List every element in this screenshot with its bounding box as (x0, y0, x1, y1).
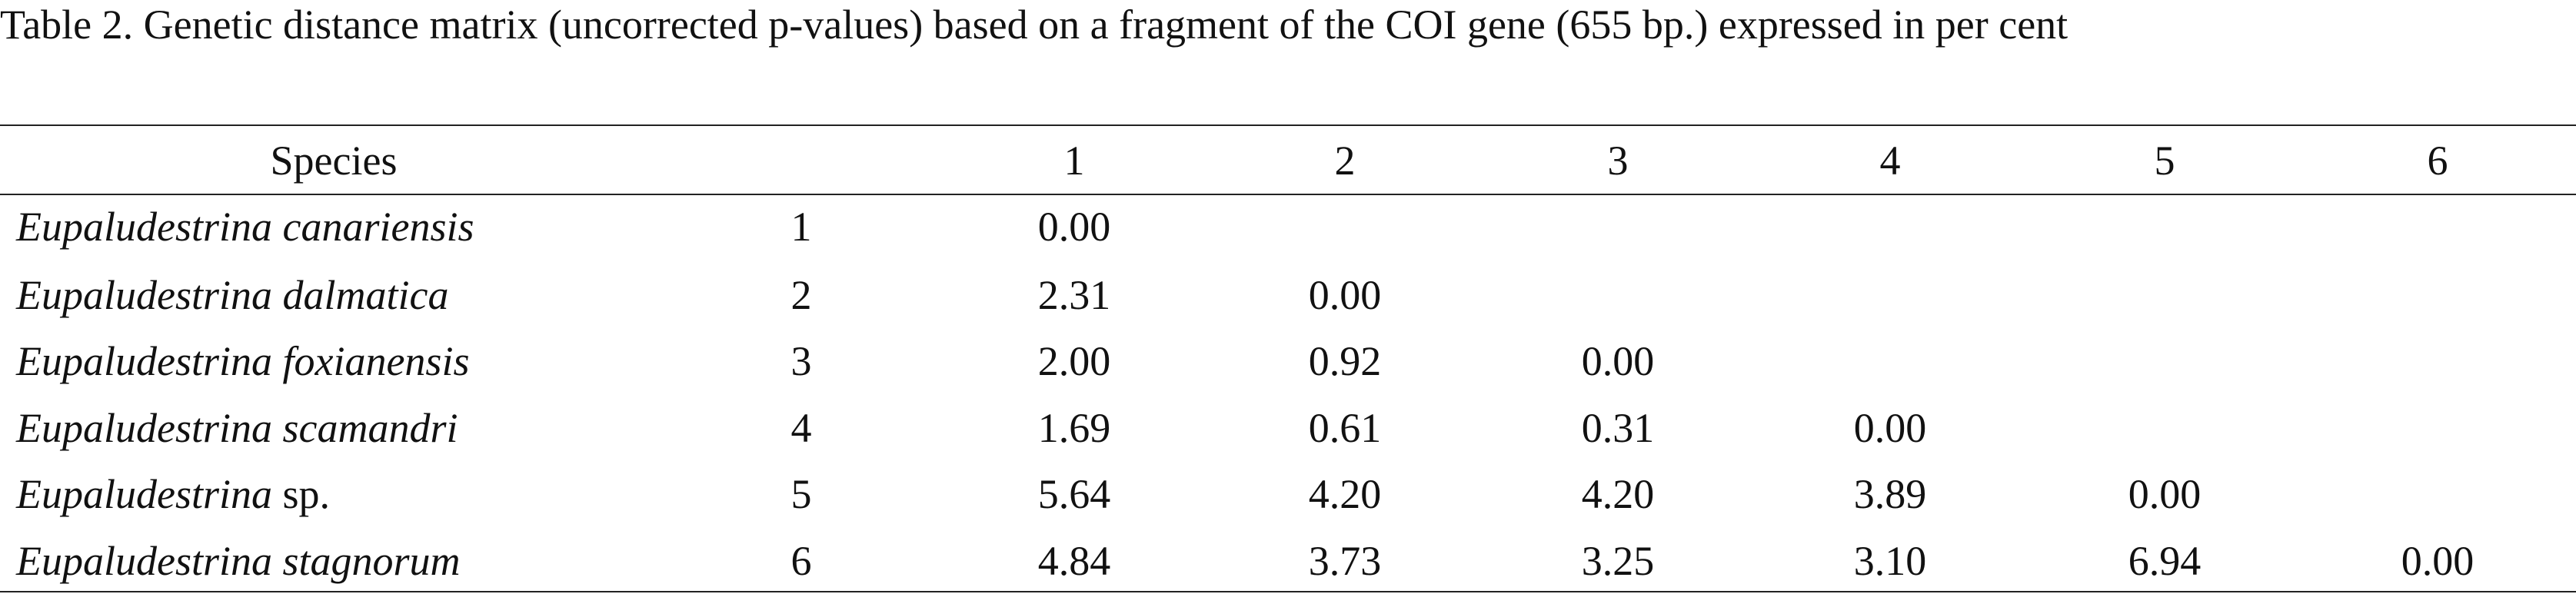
distance-value: 2.31 (1037, 272, 1111, 318)
bottom-rule (0, 591, 2576, 592)
header-number: 3 (1607, 138, 1629, 184)
distance-value: 4.84 (1037, 538, 1111, 584)
species-name: Eupaludestrina sp. (16, 470, 330, 519)
species-italic: Eupaludestrina canariensis (16, 204, 474, 250)
row-number: 4 (790, 405, 812, 451)
row-number: 3 (790, 338, 812, 384)
species-italic: Eupaludestrina (16, 471, 272, 517)
species-name: Eupaludestrina stagnorum (16, 536, 461, 586)
distance-value: 0.31 (1581, 405, 1655, 451)
distance-value: 0.61 (1308, 405, 1382, 451)
species-name: Eupaludestrina foxianensis (16, 337, 469, 386)
header-number: 6 (2427, 138, 2448, 184)
distance-value: 6.94 (2128, 538, 2202, 584)
species-roman: sp. (282, 471, 331, 517)
header-rule (0, 194, 2576, 195)
distance-value: 0.00 (1853, 405, 1927, 451)
header-number: 2 (1334, 138, 1356, 184)
species-name: Eupaludestrina canariensis (16, 202, 474, 251)
top-rule (0, 124, 2576, 126)
distance-value: 0.00 (2128, 471, 2202, 517)
species-name: Eupaludestrina dalmatica (16, 270, 448, 320)
distance-value: 3.25 (1581, 538, 1655, 584)
row-number: 1 (790, 204, 812, 250)
distance-value: 0.00 (1581, 338, 1655, 384)
header-species: Species (270, 138, 398, 184)
header-number: 5 (2154, 138, 2175, 184)
row-number: 5 (790, 471, 812, 517)
species-italic: Eupaludestrina scamandri (16, 405, 458, 451)
distance-value: 2.00 (1037, 338, 1111, 384)
species-italic: Eupaludestrina stagnorum (16, 538, 461, 584)
distance-value: 0.00 (1037, 204, 1111, 250)
row-number: 6 (790, 538, 812, 584)
table-caption: Table 2. Genetic distance matrix (uncorr… (0, 2, 2068, 48)
header-number: 1 (1063, 138, 1085, 184)
distance-value: 1.69 (1037, 405, 1111, 451)
species-italic: Eupaludestrina dalmatica (16, 272, 449, 318)
species-name: Eupaludestrina scamandri (16, 403, 458, 453)
distance-value: 3.73 (1308, 538, 1382, 584)
distance-value: 0.00 (1308, 272, 1382, 318)
species-italic: Eupaludestrina foxianensis (16, 338, 470, 384)
distance-value: 4.20 (1581, 471, 1655, 517)
header-number: 4 (1879, 138, 1901, 184)
distance-value: 4.20 (1308, 471, 1382, 517)
distance-value: 0.92 (1308, 338, 1382, 384)
distance-value: 0.00 (2401, 538, 2474, 584)
distance-value: 3.10 (1853, 538, 1927, 584)
row-number: 2 (790, 272, 812, 318)
distance-value: 3.89 (1853, 471, 1927, 517)
distance-value: 5.64 (1037, 471, 1111, 517)
